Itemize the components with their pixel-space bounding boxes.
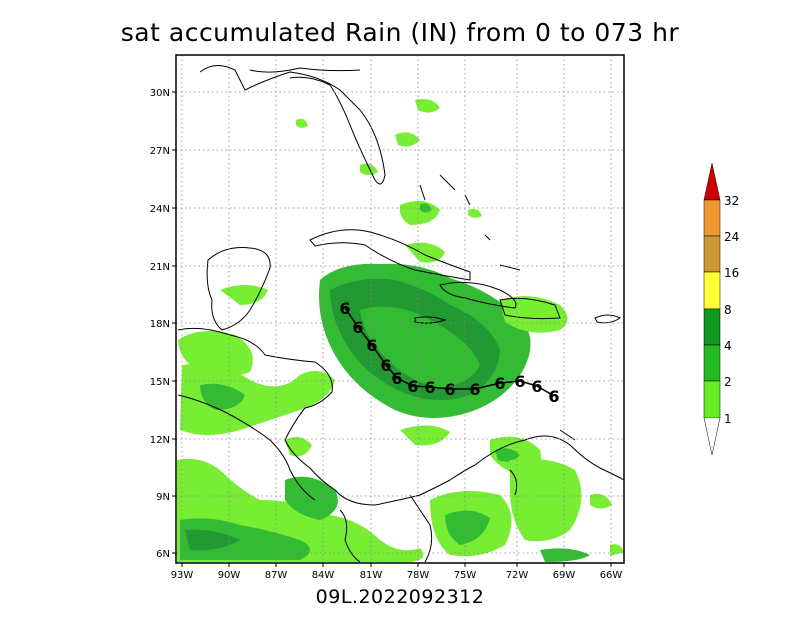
storm-id-label: 09L.2022092312 [315,586,485,608]
storm-position-marker: 6 [352,318,363,337]
lon-tick: 93W [171,570,194,581]
storm-position-marker: 6 [548,387,559,406]
storm-position-marker: 6 [469,380,480,399]
storm-position-marker: 6 [380,356,391,375]
storm-position-marker: 6 [339,299,350,318]
lat-tick: 30N [150,88,170,99]
legend-swatch-24-32 [703,199,721,237]
lat-tick: 15N [150,377,170,388]
lon-tick: 69W [553,570,576,581]
legend-swatch-8-16 [703,271,721,310]
coastlines [177,65,625,563]
lon-tick: 78W [407,570,430,581]
legend-label: 4 [724,339,732,353]
legend-label: 16 [724,266,739,280]
lon-tick: 72W [506,570,529,581]
legend-swatch-1-2 [703,380,721,419]
lat-axis: 30N 27N 24N 21N 18N 15N 12N 9N 6N [150,88,176,560]
storm-position-marker: 6 [494,374,505,393]
gridlines [176,55,624,563]
lon-tick: 87W [265,570,288,581]
lat-tick: 9N [156,492,170,503]
legend-label: 2 [724,375,732,389]
legend-label: 1 [724,412,732,426]
storm-position-marker: 6 [548,387,559,406]
storm-position-marker: 6 [424,378,435,397]
lat-tick: 12N [150,435,170,446]
legend-swatch-2-4 [703,344,721,382]
storm-position-marker: 6 [391,369,402,388]
lat-tick: 6N [156,549,170,560]
lat-tick: 18N [150,319,170,330]
storm-position-marker: 6 [366,336,377,355]
color-legend: 32 24 16 8 4 2 1 [703,162,739,456]
lat-tick: 27N [150,146,170,157]
lon-tick: 81W [360,570,383,581]
legend-swatch-4-8 [703,308,721,346]
legend-label: 24 [724,230,739,244]
lon-axis: 93W 90W 87W 84W 81W 78W 75W 72W 69W 66W [171,563,623,581]
lat-tick: 21N [150,262,170,273]
lat-tick: 24N [150,204,170,215]
storm-position-marker: 6 [514,372,525,391]
lon-tick: 90W [218,570,241,581]
storm-position-marker: 6 [444,380,455,399]
map-frame [175,54,625,564]
lon-tick: 75W [454,570,477,581]
legend-label: 32 [724,194,739,208]
legend-label: 8 [724,303,732,317]
legend-swatch-lt1 [703,417,721,456]
legend-swatch-gt32 [703,162,721,201]
map-title: sat accumulated Rain (IN) from 0 to 073 … [120,18,680,47]
rainfall-layer [177,99,624,562]
lon-tick: 84W [312,570,335,581]
lon-tick: 66W [600,570,623,581]
legend-swatch-16-24 [703,235,721,273]
storm-position-marker: 6 [407,377,418,396]
storm-position-marker: 6 [531,377,542,396]
